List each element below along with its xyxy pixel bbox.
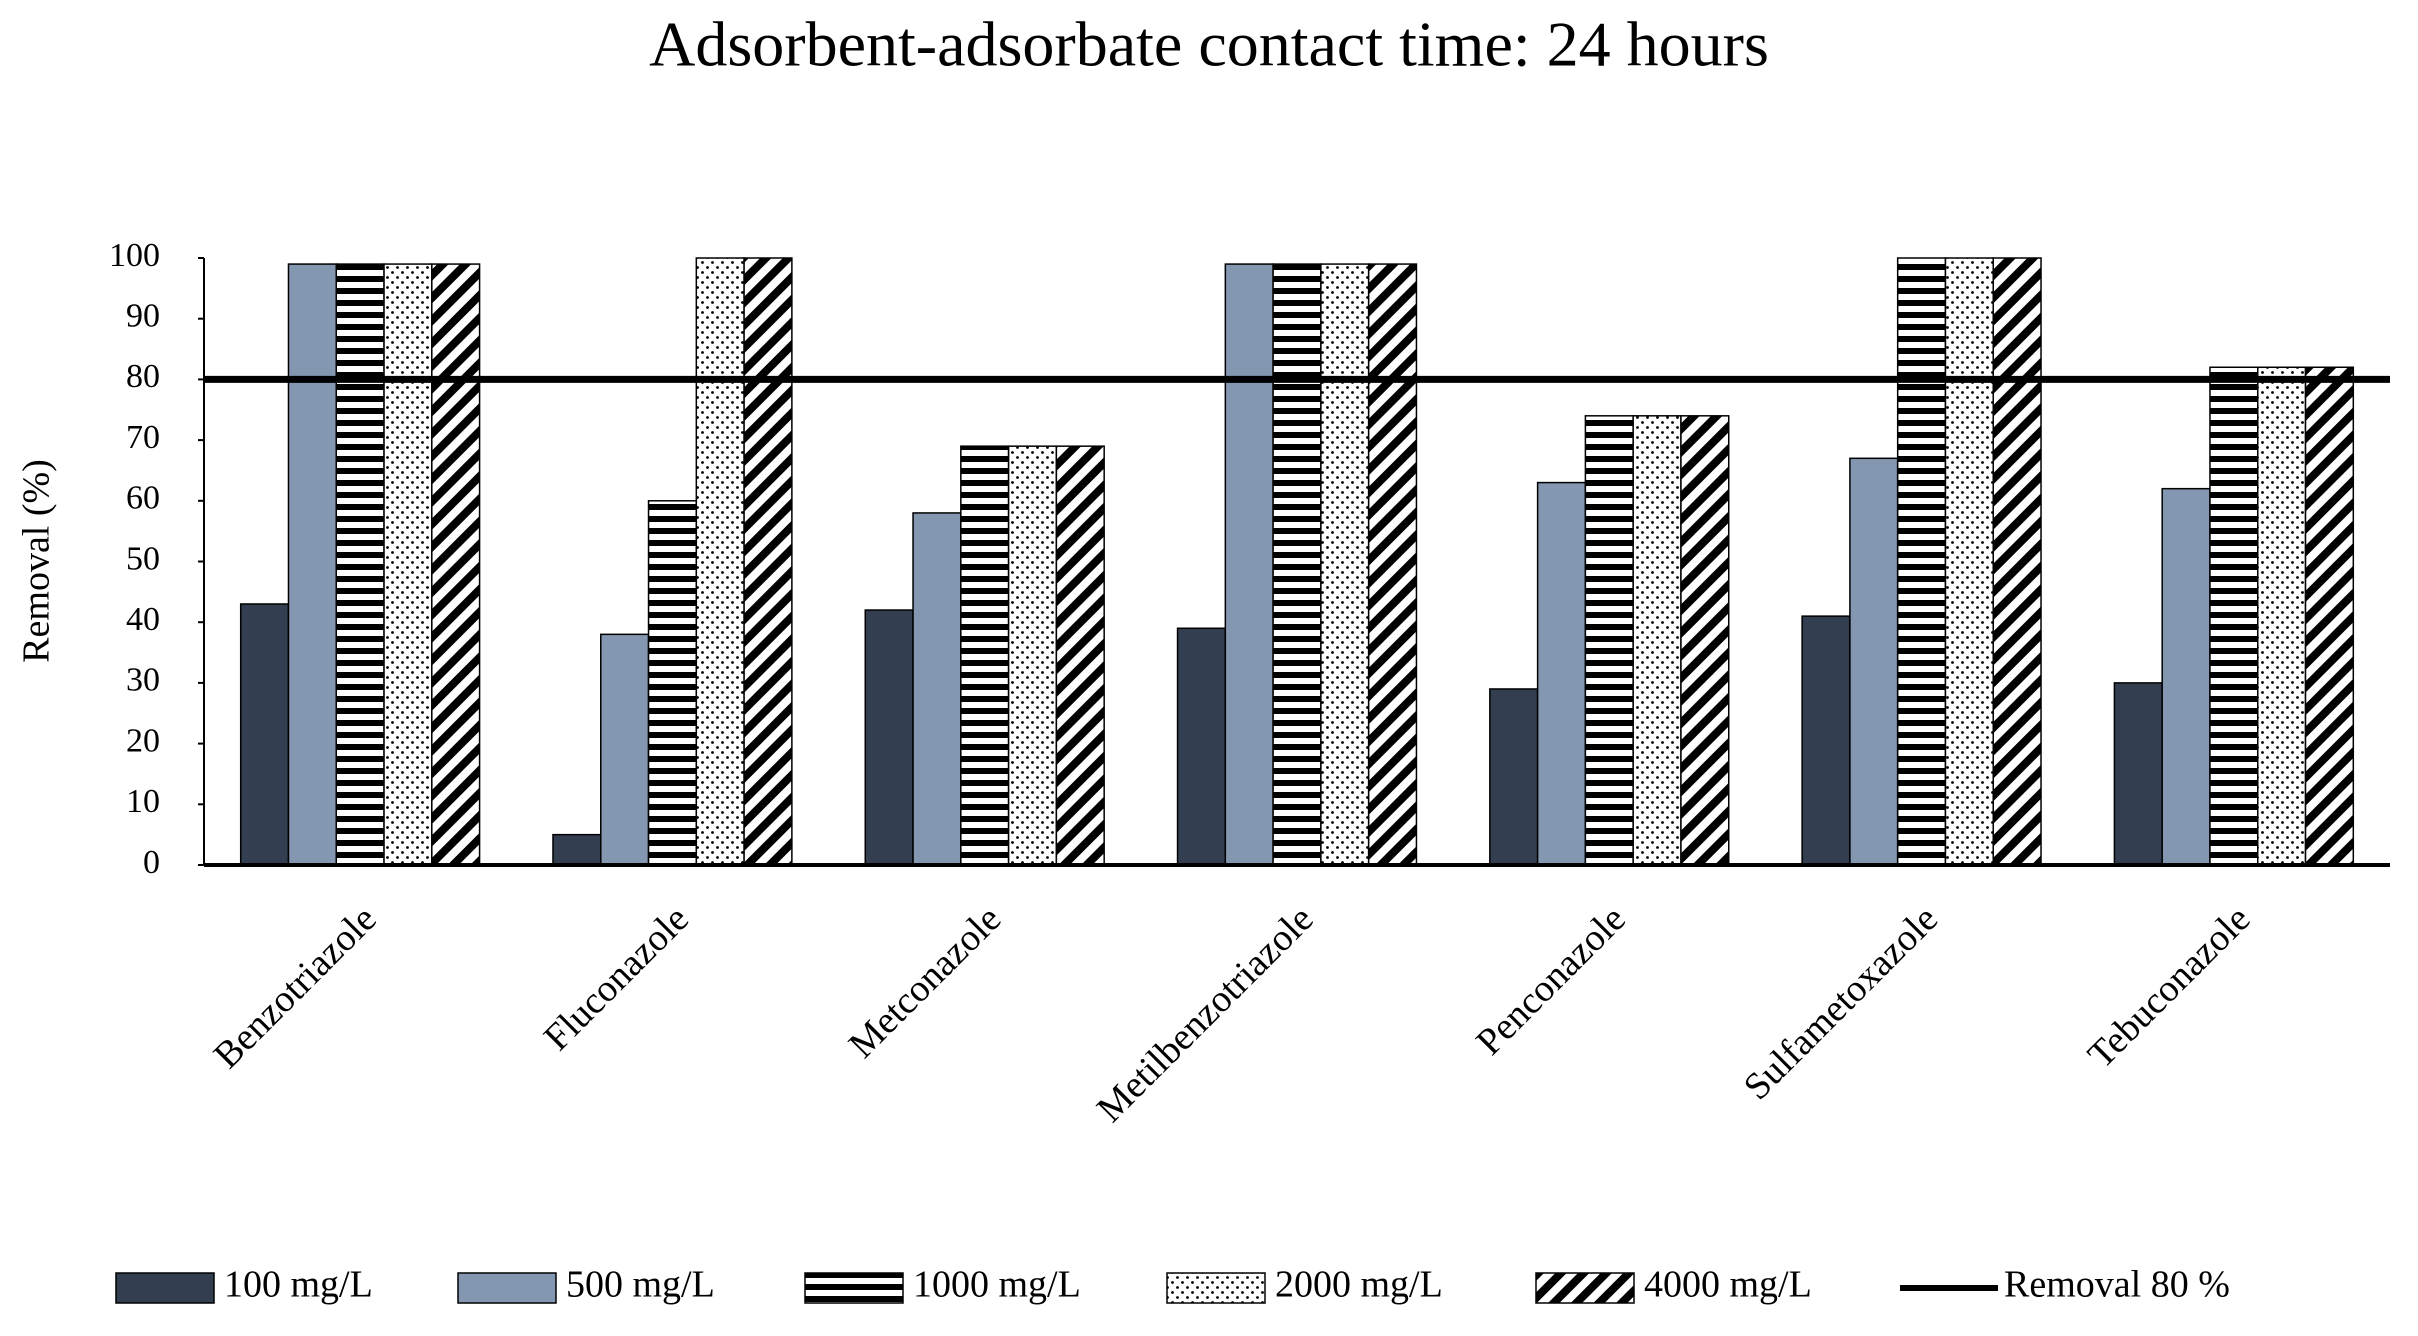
bar [1536, 481, 1587, 866]
legend-label: 100 mg/L [224, 1264, 373, 1306]
y-axis-label: Removal (%) [16, 459, 58, 663]
bar [1944, 257, 1994, 866]
bar [1584, 415, 1634, 866]
bar [2161, 487, 2211, 866]
bar [960, 445, 1010, 866]
x-tick-label: Metilbenzotriazole [1089, 898, 1322, 1131]
legend-swatch [1166, 1272, 1266, 1304]
bar [2209, 366, 2259, 866]
bar [1801, 615, 1851, 866]
bar [1224, 263, 1274, 866]
bar [552, 833, 602, 866]
bar [1849, 457, 1899, 866]
bar [287, 263, 338, 866]
x-tick-label: Sulfametoxazole [1736, 898, 1946, 1108]
bar [864, 609, 914, 866]
legend-swatch [1535, 1272, 1635, 1304]
y-tick-label: 30 [126, 662, 160, 699]
y-tick-label: 90 [126, 297, 160, 334]
bar [743, 257, 793, 866]
x-tick-label: Penconazole [1468, 898, 1633, 1063]
y-tick-label: 40 [126, 601, 160, 638]
legend-swatch [115, 1272, 215, 1304]
bar [1896, 257, 1947, 866]
y-tick-label: 80 [126, 358, 160, 395]
legend-label: 2000 mg/L [1275, 1264, 1443, 1306]
bar [2304, 366, 2355, 866]
x-tick-label: Tebuconazole [2080, 898, 2259, 1077]
bar [1632, 415, 1682, 866]
legend-swatch [457, 1272, 557, 1304]
bar [1680, 415, 1730, 866]
y-tick-label: 20 [126, 722, 160, 759]
bar [1992, 257, 2042, 866]
bar [2256, 366, 2307, 866]
bar [1272, 263, 1322, 866]
bar [2113, 682, 2163, 866]
bar [695, 257, 745, 866]
x-tick-label: Benzotriazole [206, 898, 385, 1077]
y-tick-label: 50 [126, 540, 160, 577]
bar [383, 263, 433, 866]
x-tick-label: Metconazole [841, 898, 1009, 1066]
y-tick-label: 70 [126, 419, 160, 456]
legend-label: 500 mg/L [566, 1264, 715, 1306]
legend-label: 1000 mg/L [913, 1264, 1081, 1306]
bar [600, 633, 650, 866]
bar [1007, 445, 1058, 866]
legend-swatch [804, 1272, 904, 1304]
x-tick-label: Fluconazole [536, 898, 697, 1059]
bar [912, 512, 962, 866]
bar [239, 603, 290, 866]
bar [1176, 627, 1227, 866]
bar [1489, 688, 1539, 866]
y-tick-label: 100 [109, 237, 160, 274]
y-tick-label: 0 [143, 844, 160, 881]
legend-label: Removal 80 % [2004, 1264, 2230, 1306]
bar [1367, 263, 1418, 866]
bar [1055, 445, 1105, 866]
bar [431, 263, 481, 866]
bar [335, 263, 385, 866]
y-tick-label: 10 [126, 783, 160, 820]
bar [1320, 263, 1370, 866]
legend-label: 4000 mg/L [1644, 1264, 1812, 1306]
chart-title: Adsorbent-adsorbate contact time: 24 hou… [649, 9, 1769, 80]
y-tick-label: 60 [126, 480, 160, 517]
bar [647, 500, 698, 866]
